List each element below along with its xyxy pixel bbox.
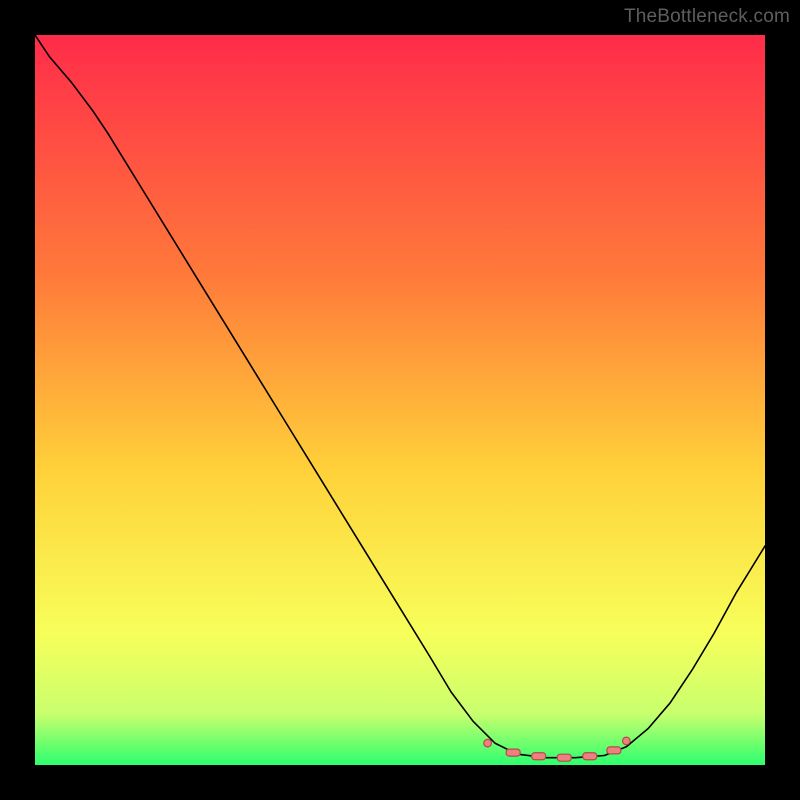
attribution-label: TheBottleneck.com [624, 6, 790, 28]
trough-marker [532, 753, 546, 760]
bottleneck-curve [35, 35, 765, 758]
trough-marker [484, 739, 492, 747]
trough-marker [583, 753, 597, 760]
trough-marker [607, 747, 621, 754]
trough-marker [506, 749, 520, 756]
trough-marker [623, 737, 631, 745]
plot-svg [35, 35, 765, 765]
trough-marker [557, 754, 571, 761]
chart-frame: TheBottleneck.com [0, 0, 800, 800]
plot-area [35, 35, 765, 765]
